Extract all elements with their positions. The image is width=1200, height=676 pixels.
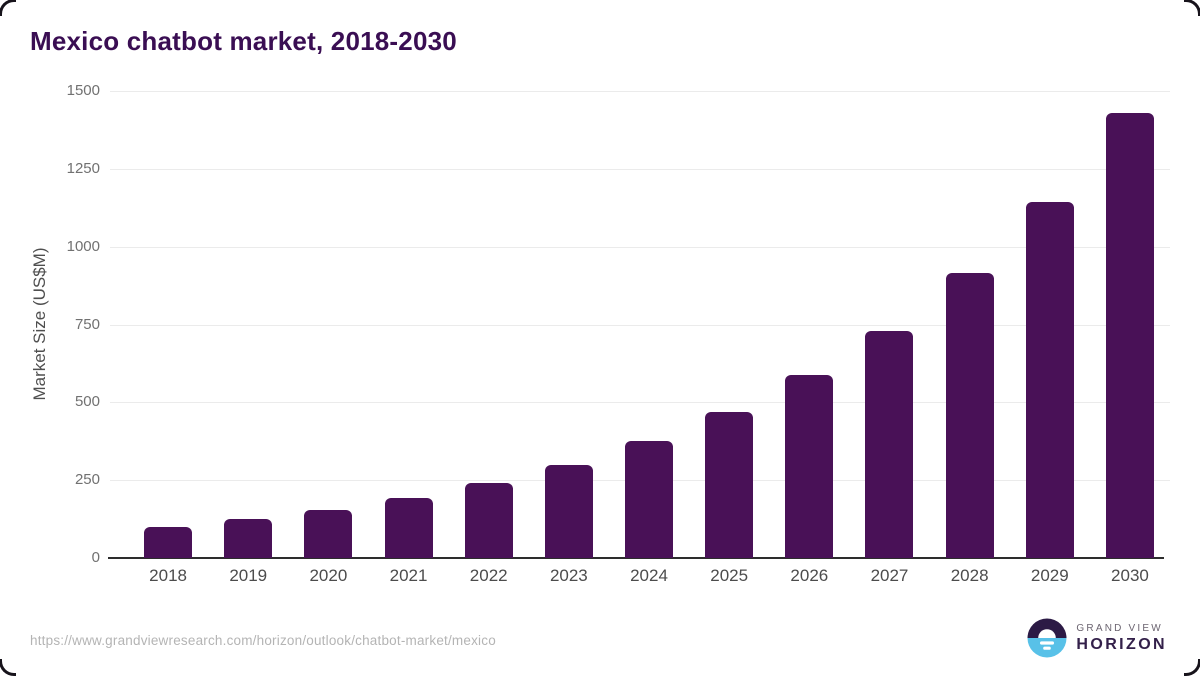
bar-2028 xyxy=(945,273,994,558)
y-tick-label-0: 0 xyxy=(91,549,100,566)
bar-slot-2027 xyxy=(849,330,929,558)
x-axis-line xyxy=(108,557,1164,559)
logo-text-grand-view: GRAND VIEW xyxy=(1076,622,1163,634)
x-tick-label-2027: 2027 xyxy=(870,566,909,585)
y-tick-label-250: 250 xyxy=(74,471,100,489)
bar-slot-2021 xyxy=(368,498,448,558)
bar-slot-2023 xyxy=(529,464,609,558)
y-tick-label-500: 500 xyxy=(74,393,100,411)
card-corner-bottom-right xyxy=(1184,659,1200,676)
bar-slot-2018 xyxy=(128,526,208,558)
bar-2022 xyxy=(464,483,513,558)
chart-title: Mexico chatbot market, 2018-2030 xyxy=(30,26,457,56)
x-axis-labels: 2018 2019 2020 2021 2022 2023 2024 2025 2026 2027… xyxy=(110,566,1170,592)
gridline-1000 xyxy=(110,246,1170,248)
y-tick-label-1500: 1500 xyxy=(66,82,100,99)
x-tick-label-2024: 2024 xyxy=(630,566,668,585)
x-tick-label-2023: 2023 xyxy=(549,566,588,585)
bar-2029 xyxy=(1025,201,1074,558)
bar-slot-2020 xyxy=(288,509,368,558)
bar-slot-2024 xyxy=(609,441,689,558)
logo-text-horizon: HORIZON xyxy=(1076,635,1167,653)
x-tick-label-2028: 2028 xyxy=(950,566,989,585)
sunrise-horizon-icon xyxy=(1027,618,1067,658)
x-tick-label-2019: 2019 xyxy=(229,566,268,585)
gridline-750 xyxy=(110,324,1170,326)
bar-2026 xyxy=(785,375,834,558)
x-tick-label-2021: 2021 xyxy=(389,566,428,585)
y-tick-label-750: 750 xyxy=(74,315,100,333)
bar-2025 xyxy=(705,412,754,558)
x-tick-label-2020: 2020 xyxy=(309,566,348,585)
bar-2021 xyxy=(384,498,433,558)
bar-slot-2026 xyxy=(769,375,849,558)
logo-text: GRAND VIEW HORIZON xyxy=(1076,623,1167,654)
y-tick-label-1000: 1000 xyxy=(66,237,100,255)
bars-row xyxy=(110,91,1170,558)
card-corner-bottom-left xyxy=(0,659,16,676)
bar-2030 xyxy=(1105,112,1154,558)
bar-slot-2019 xyxy=(208,519,288,558)
x-tick-label-2030: 2030 xyxy=(1111,566,1149,585)
source-url: https://www.grandviewresearch.com/horizo… xyxy=(30,633,496,648)
gridline-500 xyxy=(110,402,1170,404)
grand-view-horizon-logo: GRAND VIEW HORIZON xyxy=(1027,618,1167,658)
bar-2020 xyxy=(304,509,353,558)
bar-2024 xyxy=(625,441,674,558)
x-tick-label-2018: 2018 xyxy=(149,566,187,585)
bar-slot-2022 xyxy=(449,483,529,558)
bar-slot-2029 xyxy=(1010,201,1090,558)
bar-slot-2025 xyxy=(689,412,769,558)
x-tick-label-2025: 2025 xyxy=(710,566,749,585)
y-tick-label-1250: 1250 xyxy=(66,159,100,177)
bar-slot-2030 xyxy=(1090,112,1170,558)
x-tick-label-2029: 2029 xyxy=(1030,566,1069,585)
x-tick-label-2022: 2022 xyxy=(469,566,508,585)
bar-2027 xyxy=(865,330,914,558)
bar-slot-2028 xyxy=(930,273,1010,558)
bar-2023 xyxy=(544,464,593,558)
x-tick-label-2026: 2026 xyxy=(790,566,829,585)
bar-2019 xyxy=(224,519,273,558)
card-corner-top-left xyxy=(0,0,16,16)
card-corner-top-right xyxy=(1184,0,1200,16)
gridline-1500 xyxy=(110,91,1170,92)
bar-2018 xyxy=(144,526,193,558)
gridline-1250 xyxy=(110,168,1170,170)
